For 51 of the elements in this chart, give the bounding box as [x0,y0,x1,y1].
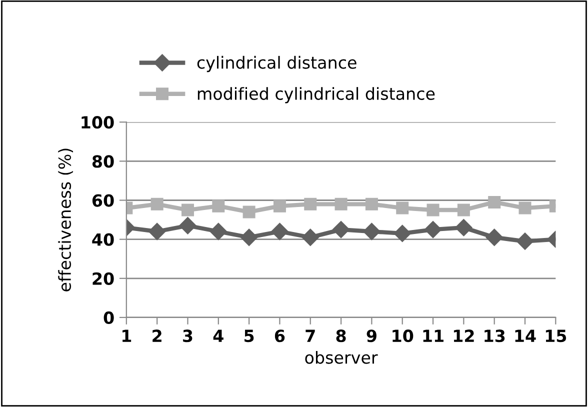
legend-label: cylindrical distance [197,56,356,72]
point [240,228,258,246]
x-tick-label: 12 [454,330,474,342]
x-tick-label: 3 [183,330,192,342]
point [457,204,470,216]
point [486,228,503,246]
x-axis-title: observer [305,350,378,364]
y-tick-label: 80 [92,155,114,168]
legend-label: modified cylindrical distance [198,87,435,104]
y-axis-title: effectiveness (%) [58,148,73,292]
x-tick-label: 5 [244,330,254,342]
point [150,198,164,210]
x-tick-label: 8 [336,330,346,342]
x-tick-label: 13 [484,330,505,342]
x-tick-label: 14 [515,330,536,342]
x-tick-label: 1 [122,330,132,342]
point [273,200,286,212]
y-tick-label: 100 [82,116,114,129]
point [210,222,227,240]
x-tick-label: 9 [366,330,376,342]
point [488,196,501,208]
x-tick-label: 6 [274,330,285,342]
point [304,198,317,210]
y-tick-label: 20 [92,272,114,285]
x-tick-label: 11 [423,330,444,342]
point [396,202,409,214]
point [516,232,534,250]
point [148,222,166,240]
point [365,198,378,210]
point [271,222,288,240]
x-tick-label: 2 [152,330,162,342]
y-tick-label: 40 [92,233,114,246]
point [518,202,532,214]
point [242,206,256,218]
x-tick-label: 10 [392,330,414,342]
point [302,228,319,246]
point [212,200,225,212]
y-tick-label: 0 [104,311,114,324]
x-tick-label: 4 [213,330,224,342]
y-tick-label: 60 [92,194,114,207]
point [332,220,350,238]
point [334,198,348,210]
point [179,217,196,234]
point [455,219,472,236]
point [181,204,194,216]
x-tick-label: 15 [546,330,566,342]
x-tick-label: 7 [306,330,315,342]
point [394,224,411,242]
point [424,220,442,238]
point [426,204,440,216]
point [363,222,380,240]
